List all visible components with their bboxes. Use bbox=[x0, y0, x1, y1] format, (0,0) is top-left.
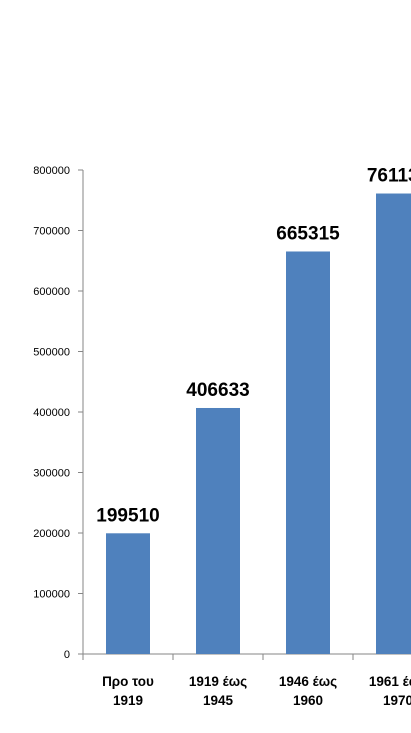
bar bbox=[196, 407, 240, 654]
y-tick-label: 100000 bbox=[33, 589, 70, 601]
y-tick-label: 300000 bbox=[33, 468, 70, 480]
y-tick-label: 0 bbox=[64, 649, 70, 661]
data-label: 665315 bbox=[276, 223, 340, 244]
x-axis: Προ του 1919 1919 έως 1945 1946 έως 1960 1961 … bbox=[82, 653, 411, 708]
y-tick-label: 400000 bbox=[33, 407, 70, 419]
bar bbox=[286, 251, 330, 654]
data-labels: 199510 406633 665315 761130 bbox=[96, 166, 411, 527]
y-tick-label: 800000 bbox=[33, 165, 70, 177]
y-tick-label: 200000 bbox=[33, 528, 70, 540]
x-tick-label: 1946 έως 1960 bbox=[279, 674, 337, 708]
y-tick-label: 700000 bbox=[33, 226, 70, 238]
bar bbox=[376, 193, 411, 654]
y-tick-label: 600000 bbox=[33, 286, 70, 298]
data-label: 761130 bbox=[367, 166, 411, 187]
data-label: 199510 bbox=[96, 505, 159, 526]
y-axis: 0 100000 200000 300000 400000 500000 600000 700… bbox=[33, 165, 84, 661]
data-label: 406633 bbox=[186, 380, 249, 401]
x-tick-label: 1919 έως 1945 bbox=[189, 674, 247, 708]
bars bbox=[106, 193, 411, 654]
x-tick-label: 1961 έως1970 bbox=[369, 674, 411, 708]
y-tick-label: 500000 bbox=[33, 347, 70, 359]
bar bbox=[106, 533, 150, 654]
x-tick-label: Προ του 1919 bbox=[102, 674, 154, 708]
